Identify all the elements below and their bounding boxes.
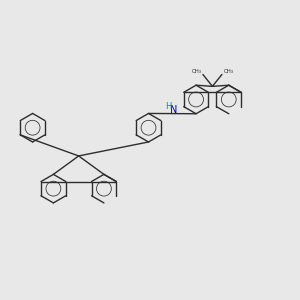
Text: H: H bbox=[166, 102, 172, 111]
Text: CH₃: CH₃ bbox=[224, 69, 233, 74]
Text: CH₃: CH₃ bbox=[191, 69, 201, 74]
Text: N: N bbox=[170, 105, 178, 115]
